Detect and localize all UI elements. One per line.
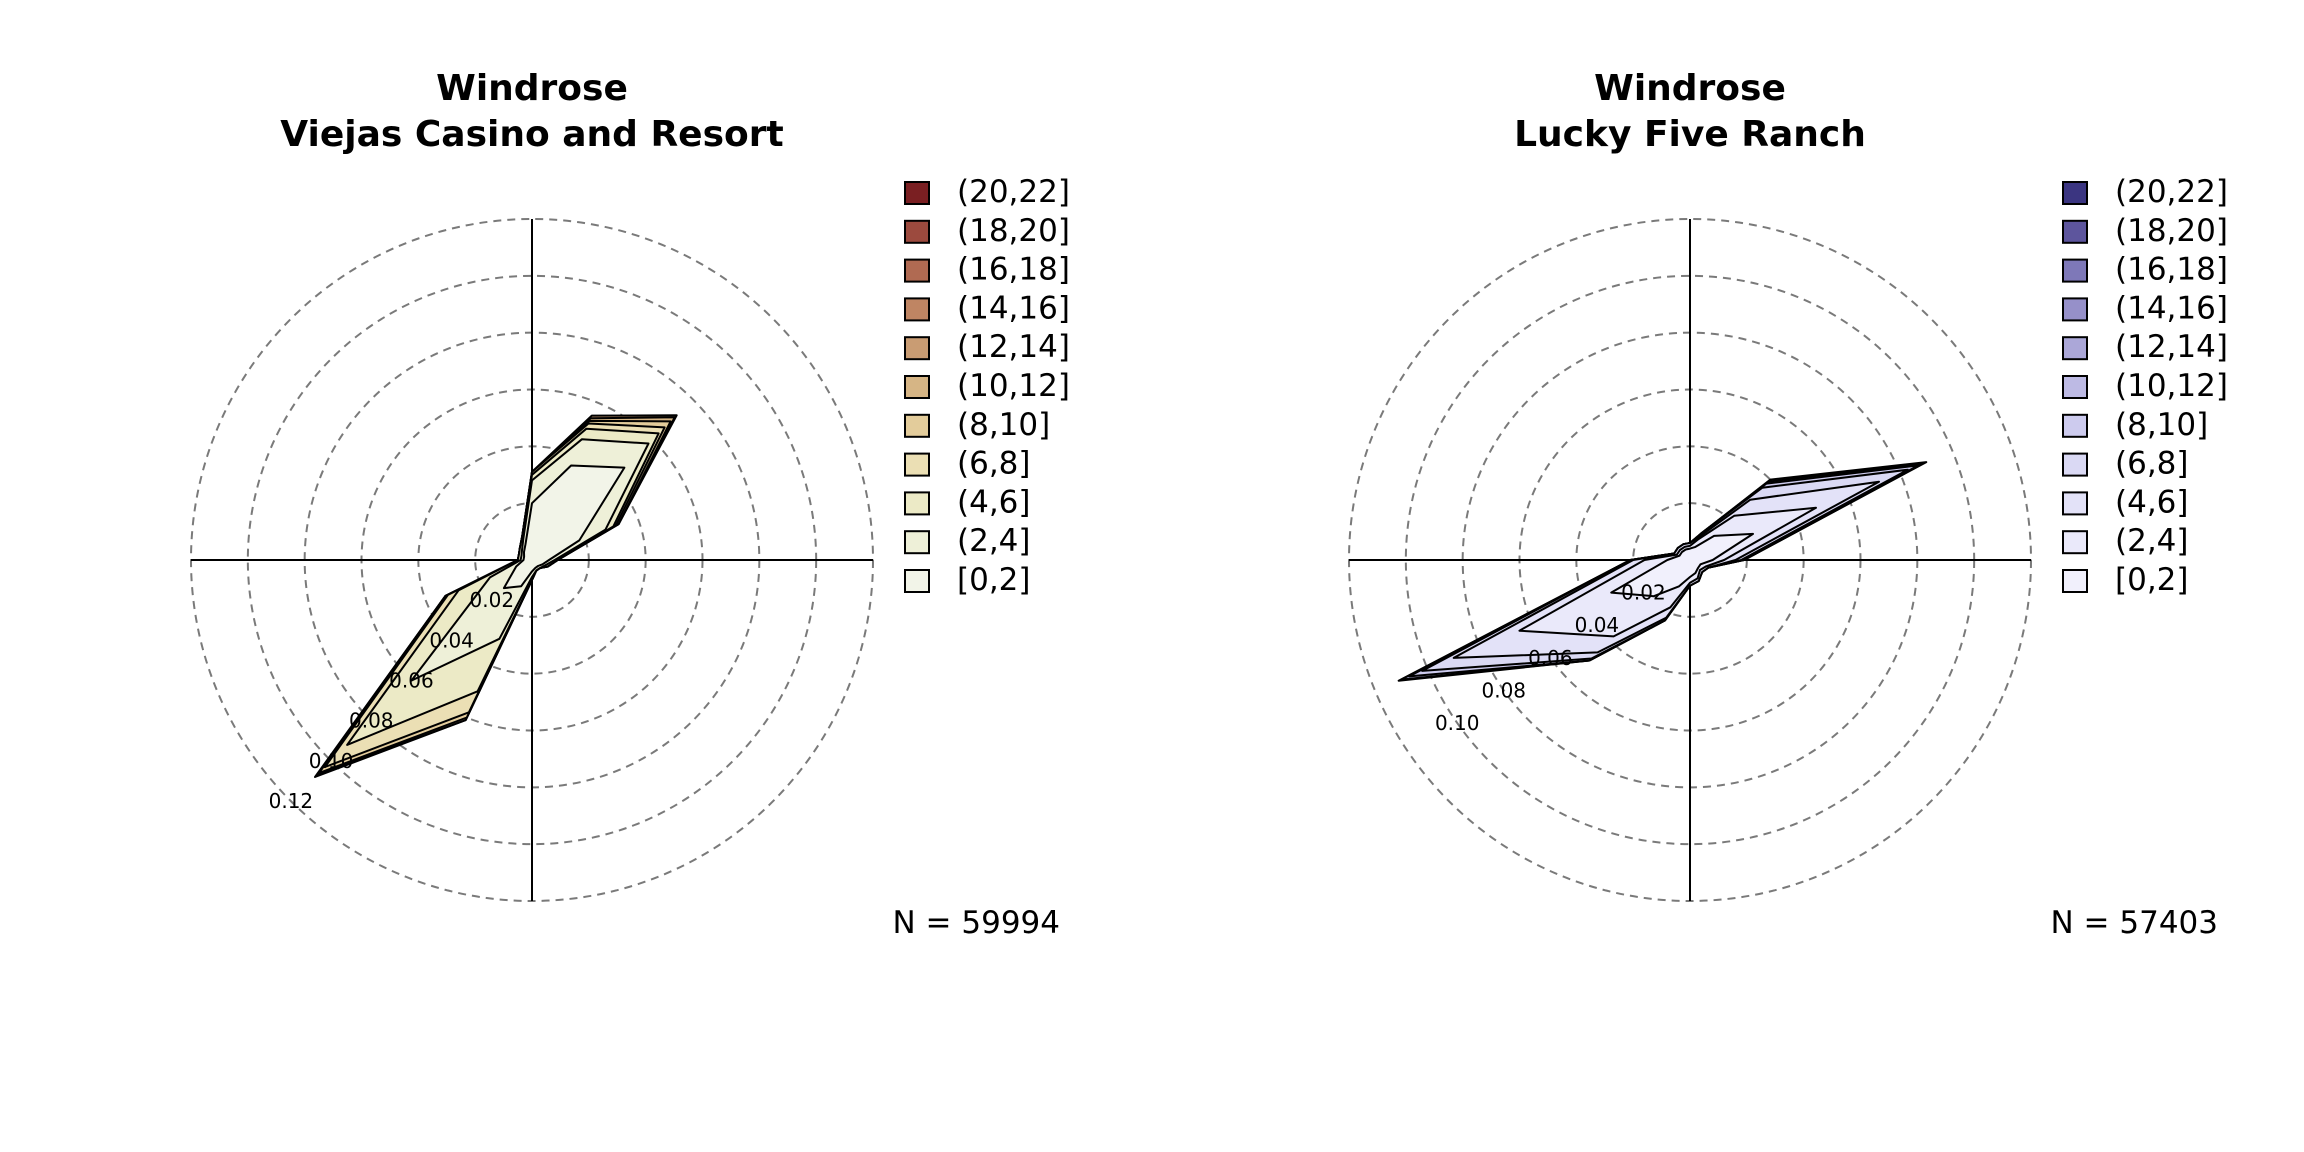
legend-swatch [2062,452,2088,477]
legend-label: (4,6] [957,484,1031,520]
legend-label: (10,12] [957,368,1070,404]
legend-swatch [904,569,930,593]
legend-swatch [904,181,930,205]
legend-label: (16,18] [2115,252,2228,288]
legend-label: (2,4] [957,523,1031,559]
legend-swatch [2062,181,2088,205]
radial-tick-label: 0.02 [470,588,515,612]
legend-label: (4,6] [2115,484,2189,520]
legend-swatch [904,375,930,399]
legend-swatch [2062,297,2088,322]
radial-tick-label: 0.10 [1435,711,1480,735]
windrose-panel-viejas: Windrose Viejas Casino and Resort 0.02 0.04… [190,68,1070,941]
legend-swatch [904,219,930,244]
legend-label: (8,10] [2115,407,2208,443]
legend-label: [0,2] [957,562,1031,598]
legend-label: (10,12] [2115,368,2228,404]
windrose-panel-lucky-five: Windrose Lucky Five Ranch 0.020.040.060.08… [1348,68,2228,941]
legend-swatch [2062,491,2088,516]
radial-tick-label: 0.08 [1482,678,1527,702]
chart-subtitle: Lucky Five Ranch [1514,114,1866,155]
legend-swatch [2062,569,2088,593]
chart-subtitle: Viejas Casino and Resort [280,114,783,155]
radial-tick-label: 0.12 [269,789,314,813]
legend-label: (6,8] [2115,446,2189,482]
windrose-band [1610,532,1754,598]
legend-swatch [904,336,930,361]
legend-swatch [2062,413,2088,438]
legend-label: (16,18] [957,252,1070,288]
legend-swatch [904,413,930,438]
legend-swatch [2062,258,2088,283]
legend-label: (12,14] [957,329,1070,365]
legend-swatch [2062,530,2088,555]
legend-label: (20,22] [2115,174,2228,210]
legend-swatch [2062,219,2088,244]
radial-tick-label: 0.04 [429,628,474,652]
legend-label: (18,20] [957,213,1070,249]
legend-swatch [2062,336,2088,361]
legend-swatch [2062,375,2088,399]
chart-title: Windrose [436,68,628,109]
legend-label: (8,10] [957,407,1050,443]
sample-count-label: N = 59994 [893,905,1061,941]
legend-label: (14,16] [957,290,1070,326]
legend-label: (18,20] [2115,213,2228,249]
legend-label: (12,14] [2115,329,2228,365]
chart-title: Windrose [1594,68,1786,109]
sample-count-label: N = 57403 [2051,905,2219,941]
legend-swatch [904,530,930,555]
radial-tick-label: 0.06 [389,669,434,693]
radial-tick-label: 0.08 [349,709,394,733]
radial-tick-label: 0.10 [309,749,354,773]
radial-tick-label: 0.06 [1528,646,1573,670]
radial-tick-label: 0.04 [1575,613,1620,637]
legend-label: (14,16] [2115,290,2228,326]
legend-label: [0,2] [2115,562,2189,598]
legend-swatch [904,258,930,283]
radial-tick-label: 0.02 [1621,581,1666,605]
windrose-band [502,464,626,590]
legend-swatch [904,491,930,516]
legend-swatch [904,452,930,477]
legend-swatch [904,297,930,322]
legend-label: (6,8] [957,446,1031,482]
legend-label: (2,4] [2115,523,2189,559]
legend-label: (20,22] [957,174,1070,210]
